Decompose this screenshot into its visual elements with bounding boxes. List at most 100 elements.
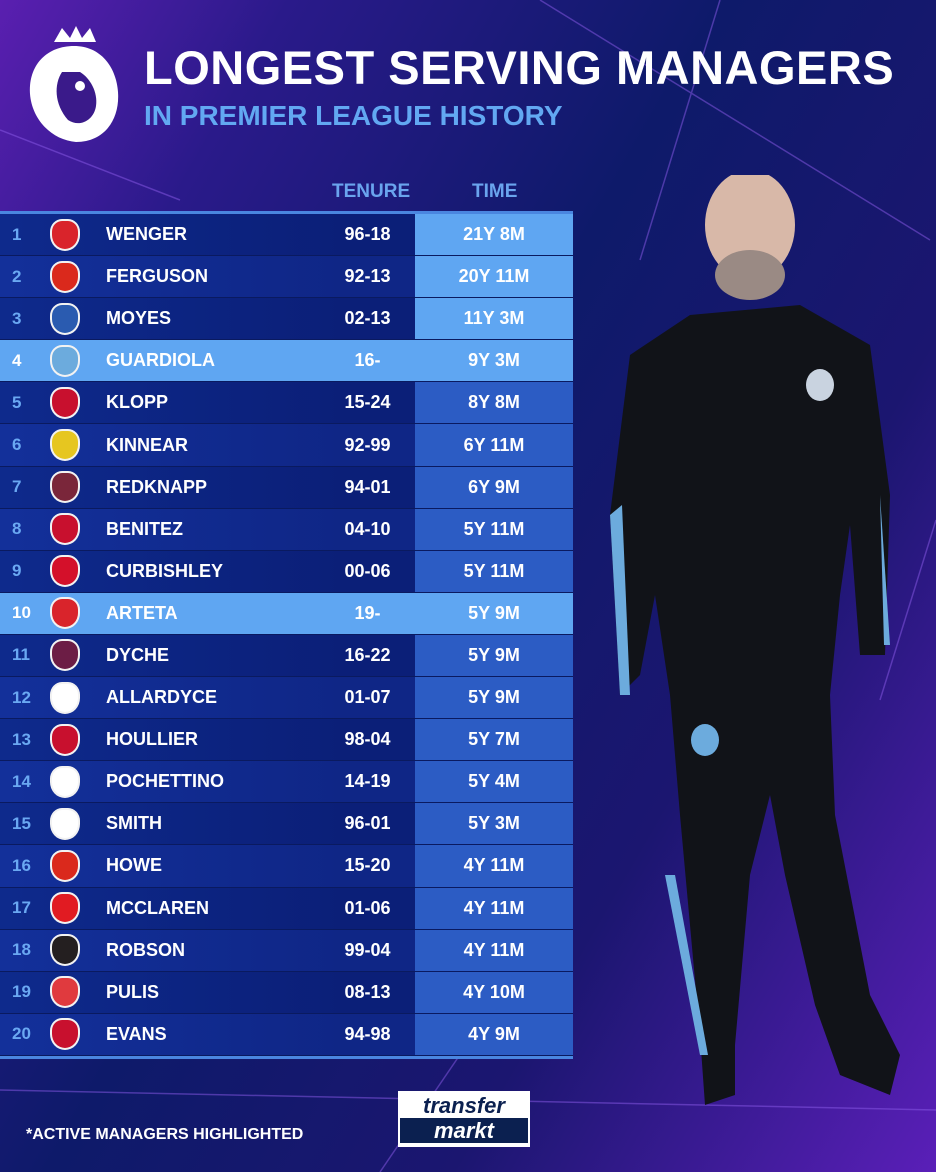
rank: 14 bbox=[12, 771, 31, 791]
table-row: 11 DYCHE 16-22 5Y 9M bbox=[0, 634, 573, 678]
bournemouth-crest-icon bbox=[50, 849, 80, 882]
time-served: 5Y 3M bbox=[415, 803, 573, 845]
table-row: 12 ALLARDYCE 01-07 5Y 9M bbox=[0, 677, 573, 720]
table-row: 19 PULIS 08-13 4Y 10M bbox=[0, 971, 573, 1014]
rank: 9 bbox=[12, 561, 22, 581]
page-subtitle: IN PREMIER LEAGUE HISTORY bbox=[144, 100, 563, 131]
rank: 1 bbox=[12, 224, 22, 244]
table-row: 1 WENGER 96-18 21Y 8M bbox=[0, 214, 573, 257]
table-row: 20 EVANS 94-98 4Y 9M bbox=[0, 1013, 573, 1056]
premier-league-lion-logo bbox=[29, 26, 119, 142]
rank: 7 bbox=[12, 477, 22, 497]
time-served: 5Y 9M bbox=[468, 602, 520, 623]
manager-photo bbox=[610, 175, 900, 1105]
time-served: 5Y 9M bbox=[415, 677, 573, 719]
derby-crest-icon bbox=[50, 807, 80, 840]
tenure: 96-01 bbox=[344, 813, 391, 834]
manager-name: POCHETTINO bbox=[106, 771, 225, 792]
manager-name: BENITEZ bbox=[106, 518, 184, 539]
rank: 19 bbox=[12, 982, 31, 1002]
table-row: 7 REDKNAPP 94-01 6Y 9M bbox=[0, 466, 573, 509]
manager-name: EVANS bbox=[106, 1023, 167, 1044]
newcastle-crest-icon bbox=[50, 934, 80, 967]
time-served: 4Y 9M bbox=[415, 1013, 573, 1055]
manager-name: HOULLIER bbox=[106, 729, 198, 750]
tenure: 01-07 bbox=[344, 687, 391, 708]
time-served: 5Y 4M bbox=[415, 761, 573, 803]
time-served: 9Y 3M bbox=[468, 350, 520, 371]
burnley-crest-icon bbox=[50, 639, 80, 672]
time-served: 5Y 11M bbox=[415, 508, 573, 550]
rank: 18 bbox=[12, 940, 31, 960]
manager-name: GUARDIOLA bbox=[106, 350, 215, 371]
manager-name: FERGUSON bbox=[106, 266, 209, 287]
table-row: 4 GUARDIOLA 16- 9Y 3M bbox=[0, 340, 573, 383]
rank: 10 bbox=[12, 603, 31, 623]
time-served: 5Y 9M bbox=[415, 634, 573, 677]
arsenal-crest-icon bbox=[50, 218, 80, 251]
rank: 5 bbox=[12, 392, 22, 412]
column-header-time: TIME bbox=[472, 181, 518, 202]
tenure: 19- bbox=[354, 602, 381, 623]
manager-name: SMITH bbox=[106, 813, 162, 834]
tottenham-crest-icon bbox=[50, 765, 80, 798]
liverpool-crest-icon bbox=[50, 723, 80, 756]
time-served: 6Y 11M bbox=[415, 424, 573, 466]
table-row: 15 SMITH 96-01 5Y 3M bbox=[0, 803, 573, 846]
time-served: 4Y 10M bbox=[415, 971, 573, 1013]
column-header-tenure: TENURE bbox=[332, 181, 411, 202]
middlesbrough-crest-icon bbox=[50, 892, 80, 925]
rank: 11 bbox=[12, 645, 30, 665]
manager-name: CURBISHLEY bbox=[106, 560, 224, 581]
tenure: 01-06 bbox=[344, 897, 391, 918]
rank: 3 bbox=[12, 308, 22, 328]
tenure: 99-04 bbox=[344, 939, 391, 960]
manager-name: HOWE bbox=[106, 855, 162, 876]
rank: 12 bbox=[12, 687, 31, 707]
manager-name: PULIS bbox=[106, 981, 160, 1002]
rank: 17 bbox=[12, 898, 31, 918]
rank: 4 bbox=[12, 350, 22, 370]
time-served: 11Y 3M bbox=[415, 298, 573, 340]
tenure: 15-20 bbox=[344, 855, 391, 876]
rank: 6 bbox=[12, 435, 22, 455]
time-served: 5Y 11M bbox=[415, 550, 573, 592]
tenure: 15-24 bbox=[344, 392, 391, 413]
tenure: 94-01 bbox=[344, 476, 391, 497]
manager-name: WENGER bbox=[106, 224, 187, 245]
stoke-crest-icon bbox=[50, 976, 80, 1009]
everton-crest-icon bbox=[50, 302, 80, 335]
table-row: 13 HOULLIER 98-04 5Y 7M bbox=[0, 719, 573, 762]
tenure: 04-10 bbox=[344, 518, 391, 539]
page-title: LONGEST SERVING MANAGERS bbox=[144, 41, 895, 94]
rank: 16 bbox=[12, 855, 31, 875]
table-row: 17 MCCLAREN 01-06 4Y 11M bbox=[0, 887, 573, 930]
time-served: 6Y 9M bbox=[415, 466, 573, 508]
manager-name: KLOPP bbox=[106, 392, 169, 413]
rank: 8 bbox=[12, 519, 22, 539]
tenure: 08-13 bbox=[344, 981, 391, 1002]
rank: 20 bbox=[12, 1024, 31, 1044]
bolton-crest-icon bbox=[50, 681, 80, 714]
rank: 15 bbox=[12, 813, 31, 833]
wimbledon-crest-icon bbox=[50, 429, 80, 462]
manager-name: MCCLAREN bbox=[106, 897, 209, 918]
managers-table: 1 WENGER 96-18 21Y 8M 2 FERGUSON 92-13 20… bbox=[0, 211, 573, 1059]
table-row: 2 FERGUSON 92-13 20Y 11M bbox=[0, 256, 573, 299]
table-row: 18 ROBSON 99-04 4Y 11M bbox=[0, 929, 573, 972]
west-ham-crest-icon bbox=[50, 471, 80, 504]
tenure: 92-13 bbox=[344, 266, 391, 287]
transfermarkt-logo: transfer markt bbox=[398, 1091, 530, 1147]
time-served: 20Y 11M bbox=[415, 256, 573, 298]
time-served: 21Y 8M bbox=[415, 214, 573, 256]
arsenal-crest-icon bbox=[50, 597, 80, 630]
time-served: 4Y 11M bbox=[415, 887, 573, 929]
tenure: 96-18 bbox=[344, 224, 391, 245]
liverpool-crest-icon bbox=[50, 513, 80, 546]
manager-name: ALLARDYCE bbox=[106, 687, 217, 708]
charlton-crest-icon bbox=[50, 555, 80, 588]
table-row: 10 ARTETA 19- 5Y 9M bbox=[0, 592, 573, 635]
man-utd-crest-icon bbox=[50, 260, 80, 293]
rank: 2 bbox=[12, 266, 22, 286]
table-row: 9 CURBISHLEY 00-06 5Y 11M bbox=[0, 550, 573, 593]
